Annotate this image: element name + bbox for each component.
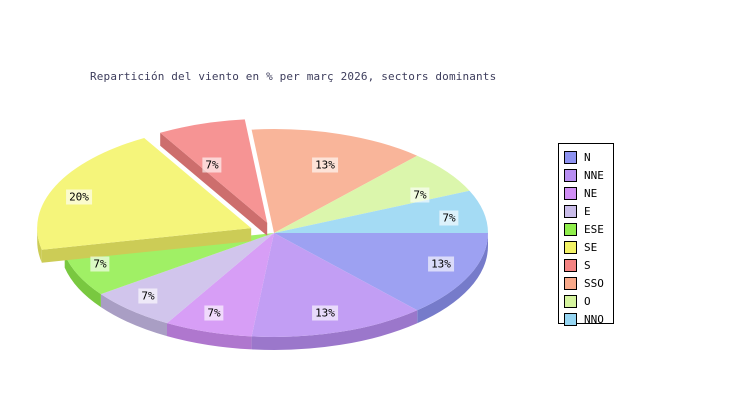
legend-item-SSO: SSO xyxy=(564,274,613,292)
legend-swatch-SE xyxy=(564,240,577,254)
pie-slice-NNO xyxy=(274,190,488,233)
legend-label-NNO: NNO xyxy=(584,312,604,326)
pie-slice-SE-cut-side xyxy=(41,228,252,263)
pie-slice-N-side xyxy=(417,233,488,324)
legend-swatch-E xyxy=(564,204,577,218)
pie-slice-SE xyxy=(37,138,252,250)
legend-swatch-NNO xyxy=(564,312,577,326)
pie-slice-NE xyxy=(167,233,274,337)
legend-item-O: O xyxy=(564,292,613,310)
legend-swatch-O xyxy=(564,294,577,308)
legend-item-NE: NE xyxy=(564,184,613,202)
pie-slice-E-side xyxy=(100,294,167,337)
legend-label-SE: SE xyxy=(584,240,598,254)
legend-swatch-SSO xyxy=(564,276,577,290)
pie-slice-ESE-side xyxy=(64,254,101,308)
pie-slice-NNE-side xyxy=(251,310,418,350)
legend-label-N: N xyxy=(584,150,591,164)
legend-item-NNE: NNE xyxy=(564,166,613,184)
pie-slice-SSO xyxy=(251,129,418,233)
legend-swatch-N xyxy=(564,150,577,164)
pie-slice-NE-side xyxy=(167,323,252,350)
legend-item-ESE: ESE xyxy=(564,220,613,238)
legend-item-N: N xyxy=(564,148,613,166)
pie-slice-ESE xyxy=(64,233,274,295)
legend-label-SSO: SSO xyxy=(584,276,604,290)
legend-swatch-NE xyxy=(564,186,577,200)
pie-slice-NNE xyxy=(251,233,418,337)
pie-slice-SE-side xyxy=(37,228,42,263)
legend-item-SE: SE xyxy=(564,238,613,256)
legend-label-S: S xyxy=(584,258,591,272)
legend-swatch-NNE xyxy=(564,168,577,182)
legend-swatch-S xyxy=(564,258,577,272)
legend-swatch-ESE xyxy=(564,222,577,236)
pie-slice-N xyxy=(274,233,488,311)
pie-slice-O xyxy=(274,155,470,233)
legend-item-S: S xyxy=(564,256,613,274)
legend-label-NE: NE xyxy=(584,186,598,200)
legend-label-E: E xyxy=(584,204,591,218)
legend-label-ESE: ESE xyxy=(584,222,604,236)
chart-title: Repartición del viento en % per març 202… xyxy=(90,70,497,83)
legend: N NNE NE E ESE SE S SSO O NNO xyxy=(558,143,614,326)
legend-label-O: O xyxy=(584,294,591,308)
legend-label-NNE: NNE xyxy=(584,168,604,182)
legend-item-E: E xyxy=(564,202,613,220)
legend-item-NNO: NNO xyxy=(564,310,613,328)
pie-slice-S-cut-side xyxy=(160,132,268,236)
